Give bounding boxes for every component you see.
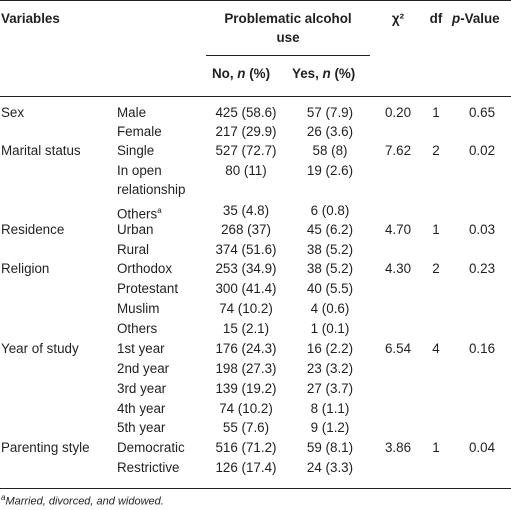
category-label: Single (117, 143, 155, 158)
yes-count: 19 (2.6) (306, 163, 354, 178)
header-df: df (429, 11, 443, 26)
no-count: 55 (7.6) (222, 420, 270, 435)
category-label: Orthodox (117, 261, 173, 276)
no-count: 527 (72.7) (215, 143, 277, 158)
yes-count: 16 (2.2) (306, 341, 354, 356)
yes-count: 1 (0.1) (310, 321, 350, 336)
yes-count: 24 (3.3) (306, 460, 354, 475)
df-value: 2 (432, 143, 440, 158)
no-count: 268 (37) (221, 222, 271, 237)
yes-count: 59 (8.1) (306, 440, 354, 455)
no-count: 198 (27.3) (215, 361, 277, 376)
yes-count: 23 (3.2) (306, 361, 354, 376)
yes-count: 45 (6.2) (306, 222, 354, 237)
category-label: 3rd year (117, 381, 167, 396)
category-label: Female (117, 124, 162, 139)
no-count: 35 (4.8) (222, 203, 270, 218)
chi-value: 4.30 (384, 261, 412, 276)
group-label: Sex (1, 105, 25, 120)
category-label: 1st year (117, 341, 165, 356)
category-label: 2nd year (117, 361, 170, 376)
yes-count: 58 (8) (312, 143, 348, 158)
header-group-line1: Problematic alcohol (224, 11, 352, 26)
category-label: Restrictive (117, 460, 180, 475)
yes-count: 38 (5.2) (306, 242, 354, 257)
header-p-value: p-Value (452, 11, 500, 26)
category-label: 5th year (117, 420, 166, 435)
chi-value: 7.62 (384, 143, 412, 158)
no-count: 80 (11) (225, 163, 267, 178)
group-label: Marital status (1, 143, 81, 158)
category-label: Urban (117, 222, 154, 237)
yes-count: 8 (1.1) (310, 401, 350, 416)
chi-value: 6.54 (384, 341, 412, 356)
top-rule (0, 0, 511, 1)
no-count: 217 (29.9) (215, 124, 277, 139)
no-count: 139 (19.2) (215, 381, 277, 396)
group-header-underline (206, 55, 370, 56)
yes-count: 27 (3.7) (306, 381, 354, 396)
p-value: 0.03 (468, 222, 496, 237)
category-label-continued: relationship (117, 182, 186, 197)
p-value: 0.02 (468, 143, 496, 158)
group-label: Residence (1, 222, 65, 237)
group-label: Year of study (1, 341, 79, 356)
table-footnote: aMarried, divorced, and widowed. (1, 493, 164, 508)
category-label: Others (117, 321, 158, 336)
bottom-rule (0, 488, 511, 489)
yes-count: 38 (5.2) (306, 261, 354, 276)
category-label: Democratic (117, 440, 185, 455)
no-count: 74 (10.2) (219, 301, 273, 316)
header-yes: Yes, n (%) (292, 66, 356, 81)
no-count: 425 (58.6) (215, 105, 277, 120)
category-label: Protestant (117, 281, 179, 296)
header-chi-square: χ² (391, 11, 405, 26)
df-value: 2 (432, 261, 440, 276)
chi-value: 3.86 (384, 440, 412, 455)
no-count: 176 (24.3) (215, 341, 277, 356)
yes-count: 6 (0.8) (310, 203, 350, 218)
header-rule (0, 96, 511, 97)
chi-value: 0.20 (384, 105, 412, 120)
group-label: Parenting style (1, 440, 90, 455)
chi-value: 4.70 (384, 222, 412, 237)
no-count: 374 (51.6) (215, 242, 277, 257)
no-count: 300 (41.4) (215, 281, 277, 296)
no-count: 74 (10.2) (219, 401, 273, 416)
header-group-line2: use (276, 30, 300, 45)
category-label: Male (117, 105, 147, 120)
p-value: 0.65 (468, 105, 496, 120)
df-value: 1 (432, 105, 440, 120)
no-count: 15 (2.1) (222, 321, 270, 336)
group-label: Religion (1, 261, 50, 276)
yes-count: 40 (5.5) (306, 281, 354, 296)
header-variables: Variables (1, 11, 60, 26)
p-value: 0.16 (468, 341, 496, 356)
category-label-others: Othersa (117, 206, 162, 222)
yes-count: 57 (7.9) (306, 105, 354, 120)
p-value: 0.04 (468, 440, 496, 455)
p-value: 0.23 (468, 261, 496, 276)
category-label: 4th year (117, 401, 166, 416)
category-label: In open (117, 163, 162, 178)
no-count: 126 (17.4) (215, 460, 277, 475)
df-value: 1 (432, 440, 440, 455)
header-no: No, n (%) (212, 66, 271, 81)
no-count: 516 (71.2) (215, 440, 277, 455)
yes-count: 4 (0.6) (310, 301, 350, 316)
yes-count: 9 (1.2) (310, 420, 350, 435)
category-label: Muslim (117, 301, 160, 316)
yes-count: 26 (3.6) (306, 124, 354, 139)
no-count: 253 (34.9) (215, 261, 277, 276)
df-value: 4 (432, 341, 440, 356)
df-value: 1 (432, 222, 440, 237)
category-label: Rural (117, 242, 149, 257)
